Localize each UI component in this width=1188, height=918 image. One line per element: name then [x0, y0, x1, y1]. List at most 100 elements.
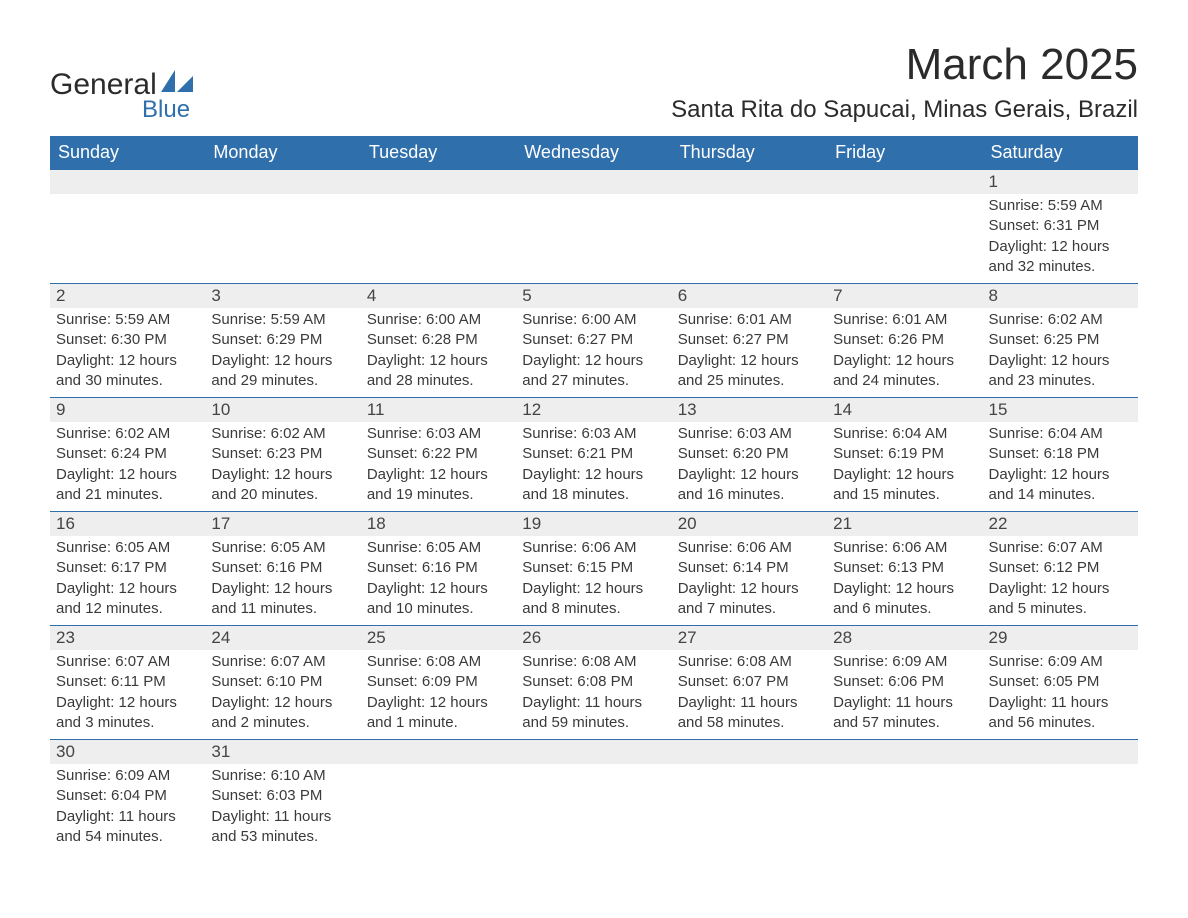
day-data-cell: Sunrise: 5:59 AMSunset: 6:29 PMDaylight:… — [205, 308, 360, 398]
day-data-cell — [827, 194, 982, 284]
sunrise-text: Sunrise: 6:03 AM — [367, 424, 510, 444]
week-data-row: Sunrise: 6:09 AMSunset: 6:04 PMDaylight:… — [50, 764, 1138, 853]
daylight1-text: Daylight: 11 hours — [678, 693, 821, 713]
daylight1-text: Daylight: 12 hours — [989, 351, 1132, 371]
day-number: 15 — [989, 400, 1008, 419]
daylight1-text: Daylight: 12 hours — [56, 465, 199, 485]
daylight1-text: Daylight: 12 hours — [989, 579, 1132, 599]
daylight2-text: and 8 minutes. — [522, 599, 665, 619]
day-data-cell: Sunrise: 6:06 AMSunset: 6:15 PMDaylight:… — [516, 536, 671, 626]
sunset-text: Sunset: 6:12 PM — [989, 558, 1132, 578]
day-number-cell: 1 — [983, 170, 1138, 195]
daylight1-text: Daylight: 12 hours — [56, 693, 199, 713]
daylight2-text: and 57 minutes. — [833, 713, 976, 733]
sunset-text: Sunset: 6:08 PM — [522, 672, 665, 692]
day-data-cell: Sunrise: 6:02 AMSunset: 6:23 PMDaylight:… — [205, 422, 360, 512]
sunrise-text: Sunrise: 6:05 AM — [367, 538, 510, 558]
sunrise-text: Sunrise: 5:59 AM — [211, 310, 354, 330]
daylight1-text: Daylight: 11 hours — [211, 807, 354, 827]
sunset-text: Sunset: 6:16 PM — [367, 558, 510, 578]
sunrise-text: Sunrise: 6:09 AM — [833, 652, 976, 672]
week-daynum-row: 2345678 — [50, 284, 1138, 309]
sunset-text: Sunset: 6:17 PM — [56, 558, 199, 578]
day-number-cell: 17 — [205, 512, 360, 537]
day-number: 29 — [989, 628, 1008, 647]
sunset-text: Sunset: 6:31 PM — [989, 216, 1132, 236]
daylight2-text: and 23 minutes. — [989, 371, 1132, 391]
header: General Blue March 2025 Santa Rita do Sa… — [50, 40, 1138, 124]
sunrise-text: Sunrise: 5:59 AM — [56, 310, 199, 330]
day-number-cell: 20 — [672, 512, 827, 537]
page-title: March 2025 — [671, 40, 1138, 90]
daylight2-text: and 11 minutes. — [211, 599, 354, 619]
sunset-text: Sunset: 6:16 PM — [211, 558, 354, 578]
day-number: 8 — [989, 286, 998, 305]
day-data-cell: Sunrise: 6:09 AMSunset: 6:05 PMDaylight:… — [983, 650, 1138, 740]
sunset-text: Sunset: 6:11 PM — [56, 672, 199, 692]
day-data-cell: Sunrise: 6:09 AMSunset: 6:04 PMDaylight:… — [50, 764, 205, 853]
daylight2-text: and 54 minutes. — [56, 827, 199, 847]
day-number: 30 — [56, 742, 75, 761]
day-data-cell: Sunrise: 6:09 AMSunset: 6:06 PMDaylight:… — [827, 650, 982, 740]
daylight2-text: and 53 minutes. — [211, 827, 354, 847]
day-number: 27 — [678, 628, 697, 647]
week-data-row: Sunrise: 6:05 AMSunset: 6:17 PMDaylight:… — [50, 536, 1138, 626]
daylight2-text: and 16 minutes. — [678, 485, 821, 505]
day-number: 23 — [56, 628, 75, 647]
week-data-row: Sunrise: 5:59 AMSunset: 6:31 PMDaylight:… — [50, 194, 1138, 284]
daylight1-text: Daylight: 12 hours — [833, 579, 976, 599]
day-number-cell — [361, 170, 516, 195]
sunrise-text: Sunrise: 6:10 AM — [211, 766, 354, 786]
day-data-cell — [672, 194, 827, 284]
day-number-cell: 18 — [361, 512, 516, 537]
sunset-text: Sunset: 6:30 PM — [56, 330, 199, 350]
sunrise-text: Sunrise: 6:07 AM — [989, 538, 1132, 558]
day-number: 21 — [833, 514, 852, 533]
daylight1-text: Daylight: 12 hours — [833, 351, 976, 371]
page-subtitle: Santa Rita do Sapucai, Minas Gerais, Bra… — [671, 96, 1138, 124]
sunrise-text: Sunrise: 5:59 AM — [989, 196, 1132, 216]
day-data-cell — [50, 194, 205, 284]
day-number: 1 — [989, 172, 998, 191]
daylight1-text: Daylight: 12 hours — [522, 351, 665, 371]
daylight1-text: Daylight: 11 hours — [833, 693, 976, 713]
daylight1-text: Daylight: 12 hours — [989, 237, 1132, 257]
sunrise-text: Sunrise: 6:00 AM — [522, 310, 665, 330]
day-number-cell: 6 — [672, 284, 827, 309]
day-number-cell: 25 — [361, 626, 516, 651]
sunrise-text: Sunrise: 6:05 AM — [56, 538, 199, 558]
sunset-text: Sunset: 6:25 PM — [989, 330, 1132, 350]
day-data-cell: Sunrise: 6:01 AMSunset: 6:27 PMDaylight:… — [672, 308, 827, 398]
day-number: 2 — [56, 286, 65, 305]
daylight2-text: and 6 minutes. — [833, 599, 976, 619]
daylight1-text: Daylight: 12 hours — [211, 579, 354, 599]
day-number: 16 — [56, 514, 75, 533]
daylight1-text: Daylight: 12 hours — [522, 579, 665, 599]
day-number: 12 — [522, 400, 541, 419]
daylight1-text: Daylight: 12 hours — [367, 465, 510, 485]
week-daynum-row: 23242526272829 — [50, 626, 1138, 651]
sunset-text: Sunset: 6:28 PM — [367, 330, 510, 350]
sunset-text: Sunset: 6:14 PM — [678, 558, 821, 578]
sunrise-text: Sunrise: 6:07 AM — [56, 652, 199, 672]
day-number: 25 — [367, 628, 386, 647]
sunrise-text: Sunrise: 6:07 AM — [211, 652, 354, 672]
day-number: 18 — [367, 514, 386, 533]
sunset-text: Sunset: 6:05 PM — [989, 672, 1132, 692]
day-number-cell — [983, 740, 1138, 765]
sunrise-text: Sunrise: 6:03 AM — [678, 424, 821, 444]
week-daynum-row: 1 — [50, 170, 1138, 195]
daylight1-text: Daylight: 12 hours — [678, 465, 821, 485]
logo-text-sub: Blue — [142, 96, 190, 124]
day-number: 19 — [522, 514, 541, 533]
calendar-table: Sunday Monday Tuesday Wednesday Thursday… — [50, 136, 1138, 853]
sunrise-text: Sunrise: 6:09 AM — [56, 766, 199, 786]
day-number-cell — [50, 170, 205, 195]
day-number-cell: 2 — [50, 284, 205, 309]
sunset-text: Sunset: 6:07 PM — [678, 672, 821, 692]
day-header: Wednesday — [516, 136, 671, 170]
day-data-cell — [672, 764, 827, 853]
day-number-cell: 12 — [516, 398, 671, 423]
day-data-cell: Sunrise: 5:59 AMSunset: 6:31 PMDaylight:… — [983, 194, 1138, 284]
day-data-cell: Sunrise: 6:03 AMSunset: 6:22 PMDaylight:… — [361, 422, 516, 512]
